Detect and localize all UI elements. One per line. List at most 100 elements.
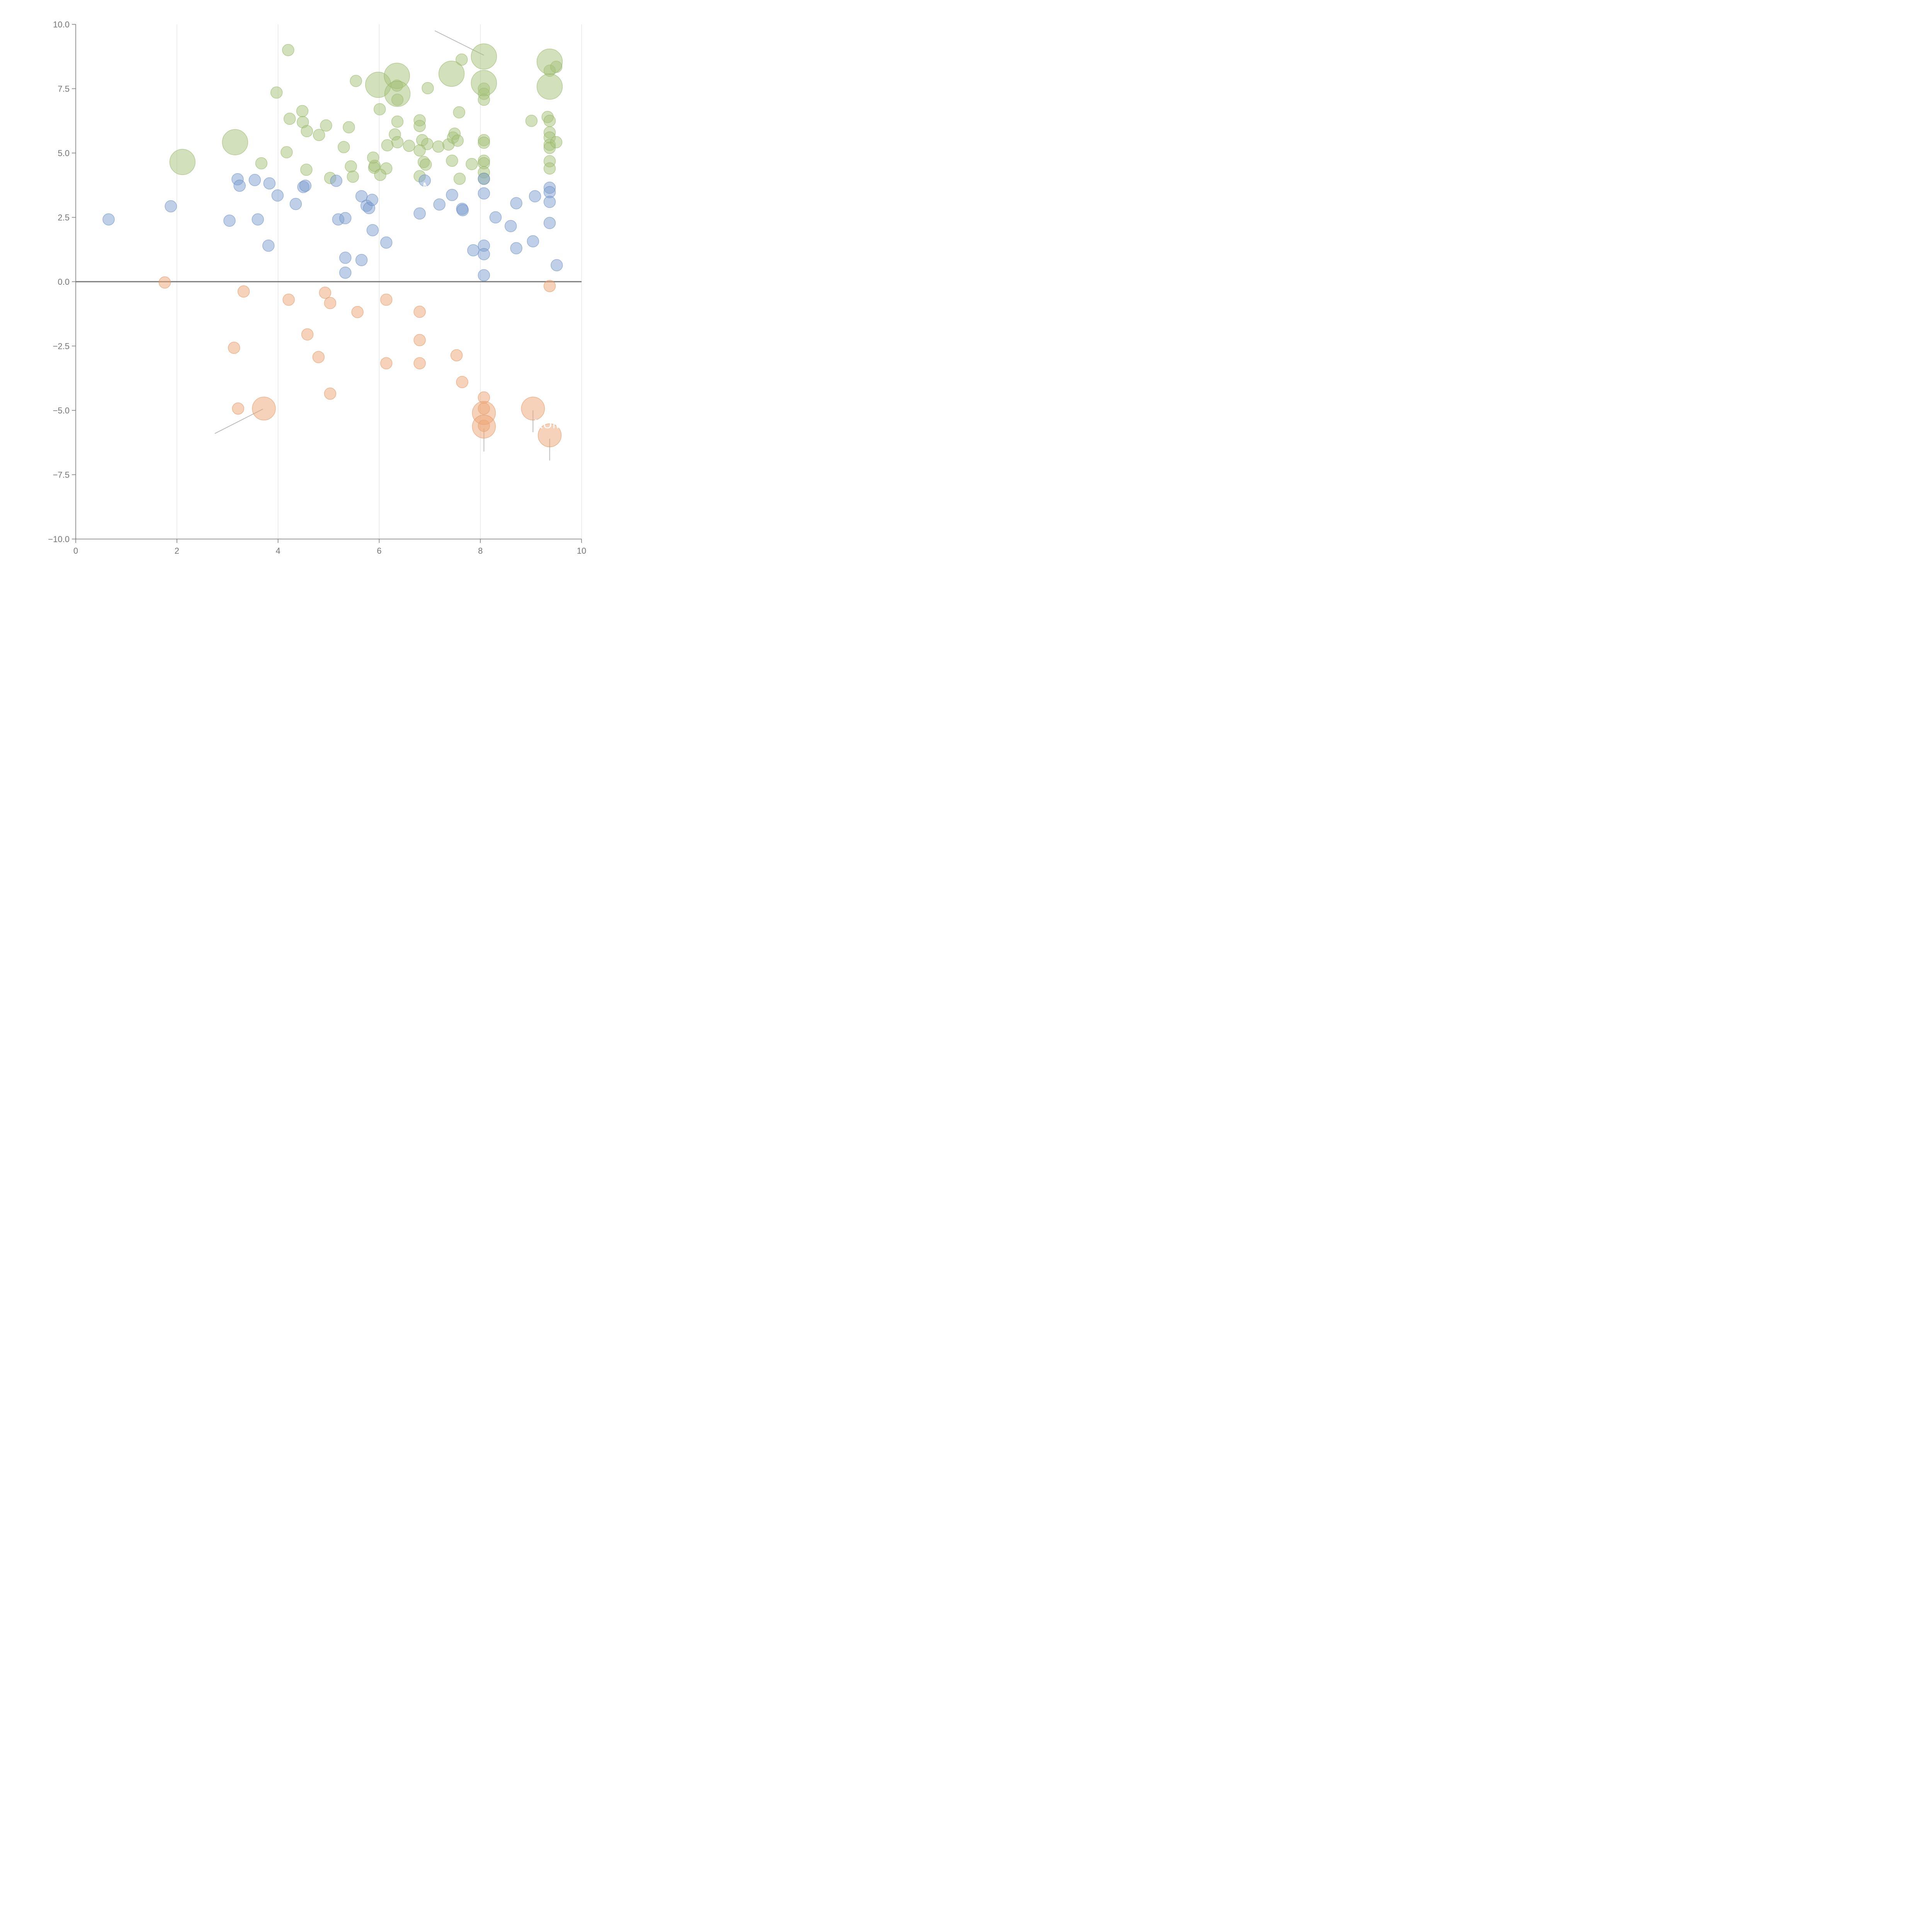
positive-point <box>338 141 350 153</box>
negative-point <box>521 396 545 421</box>
positive-point <box>550 136 563 148</box>
positive-point <box>300 163 313 176</box>
positive-point <box>347 170 359 183</box>
negative-point <box>380 357 393 369</box>
mid-point <box>433 198 446 211</box>
negative-point <box>158 276 171 289</box>
positive-point <box>403 139 415 152</box>
positive-point <box>381 139 394 151</box>
negative-point <box>413 334 426 346</box>
mid-point <box>248 174 261 186</box>
positive-point <box>301 125 313 138</box>
positive-point <box>420 158 432 171</box>
x-tick-label: 2 <box>175 546 179 556</box>
positive-point <box>313 129 325 141</box>
negative-point <box>450 349 463 362</box>
mid-point <box>529 190 541 202</box>
mid-point <box>478 269 490 282</box>
scatter-chart: 10.07.55.02.50.0−2.5−5.0−7.5−10.00 2 4 6 8 10… <box>48 20 586 556</box>
positive-point <box>413 144 426 157</box>
mid-point <box>165 200 177 213</box>
axes: 10.0 7.5 5.0 2.5 0.0 −2.5 −5.0 −7.5 −10.00 2 4 6 8 10 <box>48 20 586 556</box>
positive-point <box>345 160 357 173</box>
mid-point <box>252 213 264 226</box>
annotations: MI KUM <box>422 180 563 432</box>
positive-point <box>391 115 404 128</box>
positive-point <box>296 105 309 117</box>
positive-point <box>451 134 464 147</box>
negative-point <box>537 423 562 447</box>
positive-point <box>536 48 563 75</box>
positive-point <box>536 73 563 100</box>
mid-point <box>543 196 556 208</box>
positive-point <box>432 140 445 153</box>
y-tick-label: −10.0 <box>48 534 70 544</box>
negative-point <box>252 396 276 421</box>
positive-point <box>478 136 490 149</box>
mid-point <box>418 174 431 187</box>
positive-point <box>413 120 426 132</box>
y-tick-label: −7.5 <box>53 470 70 480</box>
mid-point <box>355 254 368 266</box>
mid-point <box>223 214 236 227</box>
positive-point <box>438 61 465 87</box>
positive-point <box>320 119 332 132</box>
x-tick-label: 8 <box>478 546 483 556</box>
positive-point <box>391 136 404 148</box>
negative-point <box>543 280 556 293</box>
positive-point <box>471 70 497 96</box>
x-tick-label: 6 <box>377 546 381 556</box>
mid-point <box>366 224 379 236</box>
y-tick-label: 7.5 <box>58 84 70 94</box>
mid-point <box>504 220 517 232</box>
positive-point <box>453 106 465 119</box>
positive-point <box>222 129 248 155</box>
mid-point <box>233 179 246 192</box>
negative-point <box>351 306 364 318</box>
positive-point <box>169 149 196 175</box>
mid-point <box>289 198 302 210</box>
negative-point <box>456 376 468 388</box>
mid-point <box>330 175 342 187</box>
negative-point <box>413 306 426 318</box>
positive-point <box>270 86 283 99</box>
mid-point <box>478 248 490 260</box>
negative-point <box>380 293 393 306</box>
mid-point <box>446 189 458 201</box>
negative-point <box>228 342 240 354</box>
positive-point <box>283 112 296 125</box>
mid-point <box>339 252 352 264</box>
mid-point <box>366 194 378 206</box>
negative-point <box>282 293 295 306</box>
mid-point <box>489 211 502 224</box>
mid-point <box>543 217 556 229</box>
positive-point <box>373 103 386 116</box>
negative-point <box>324 387 337 400</box>
y-tick-label: −5.0 <box>53 406 70 415</box>
mid-point <box>413 207 426 220</box>
data-points <box>102 43 563 447</box>
mid-point <box>478 187 490 200</box>
positive-point <box>453 172 466 185</box>
mid-point <box>339 266 352 279</box>
positive-point <box>466 158 478 170</box>
negative-point <box>232 402 244 415</box>
positive-point <box>456 53 468 66</box>
x-tick-label: 4 <box>276 546 280 556</box>
mid-point <box>299 179 312 192</box>
y-tick-label: 2.5 <box>58 213 70 223</box>
negative-point <box>312 351 325 363</box>
y-tick-label: 10.0 <box>53 20 70 29</box>
positive-point <box>374 168 386 181</box>
negative-point <box>413 357 426 369</box>
negative-point <box>324 297 337 310</box>
positive-point <box>368 160 381 172</box>
positive-point <box>543 115 556 127</box>
positive-point <box>350 75 362 87</box>
mid-point <box>262 240 275 252</box>
positive-point <box>525 115 538 127</box>
mid-point <box>478 172 490 185</box>
annotation-label: KUM <box>534 417 563 432</box>
positive-point <box>446 155 458 167</box>
positive-point <box>343 121 355 134</box>
